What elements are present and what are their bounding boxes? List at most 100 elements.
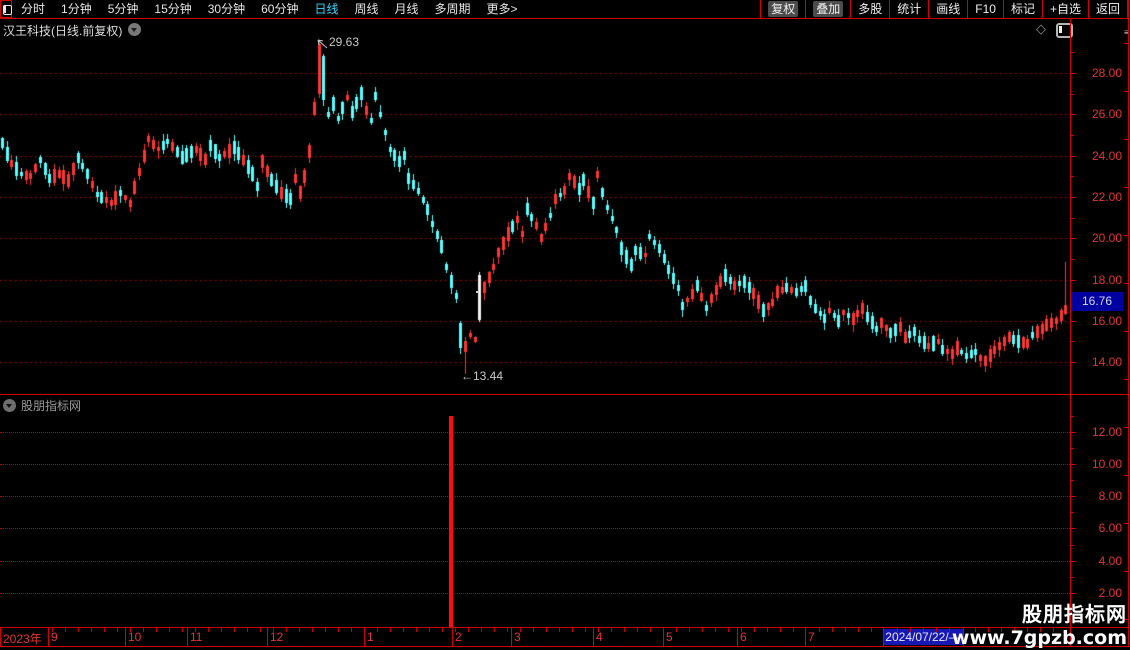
week-tick — [871, 628, 872, 632]
timeframe-item-6[interactable]: 60分钟 — [261, 2, 299, 16]
timeframe-item-8[interactable]: 周线 — [354, 2, 379, 16]
axis-label: 26.00 — [1091, 107, 1122, 121]
week-tick — [598, 628, 599, 632]
date-axis: 2024/07/22/— 2023年 9 10 11 12 1 2 3 4 5 6 7 — [0, 628, 1130, 646]
timeframe-item-4[interactable]: 15分钟 — [154, 2, 192, 16]
week-tick — [1040, 628, 1041, 632]
month-divider — [125, 628, 126, 646]
week-tick — [442, 628, 443, 632]
week-tick — [455, 628, 456, 632]
edge-tick — [1124, 187, 1128, 188]
timeframe-item-11[interactable]: 更多> — [486, 2, 518, 16]
timeframe-item-9[interactable]: 月线 — [394, 2, 419, 16]
week-tick — [910, 628, 911, 632]
axis-tick — [1070, 432, 1076, 433]
week-tick — [91, 628, 92, 632]
timeframe-item-10[interactable]: 多周期 — [434, 2, 471, 16]
chart-title-bar: 汉王科技(日线.前复权) ◇ ≡ — [0, 19, 1130, 40]
month-label: 12 — [270, 630, 284, 644]
right-edge-grip-icon[interactable]: ≡ — [1124, 28, 1129, 37]
chevron-down-icon[interactable] — [128, 23, 141, 36]
month-divider — [0, 628, 1, 646]
toolbar-action-1[interactable]: 复权 — [760, 0, 805, 18]
axis-tick — [1070, 94, 1074, 95]
axis-tick — [1070, 464, 1076, 465]
date-axis-top-border — [0, 627, 1130, 628]
diamond-icon[interactable]: ◇ — [1036, 21, 1046, 36]
month-divider — [737, 628, 738, 646]
axis-tick — [1070, 135, 1074, 136]
toolbar-action-8[interactable]: +自选 — [1041, 0, 1088, 18]
panel-divider — [0, 394, 1130, 395]
month-divider — [663, 628, 664, 646]
axis-tick — [1070, 73, 1076, 74]
week-tick — [533, 628, 534, 632]
indicator-gridline — [0, 496, 1070, 497]
axis-tick — [1070, 545, 1074, 546]
week-tick — [403, 628, 404, 632]
month-divider — [452, 628, 453, 646]
week-tick — [208, 628, 209, 632]
timeframe-item-7[interactable]: 日线 — [314, 2, 339, 16]
axis-label: 10.00 — [1091, 457, 1122, 471]
week-tick — [416, 628, 417, 632]
axis-tick — [1070, 561, 1076, 562]
week-tick — [1053, 628, 1054, 632]
week-tick — [78, 628, 79, 632]
week-tick — [143, 628, 144, 632]
week-tick — [117, 628, 118, 632]
week-tick — [650, 628, 651, 632]
chevron-down-icon[interactable] — [3, 398, 16, 412]
axis-label: 2.00 — [1098, 586, 1122, 600]
timeframe-item-2[interactable]: 1分钟 — [61, 2, 92, 16]
chart-title: 汉王科技(日线.前复权) — [3, 24, 123, 38]
week-tick — [715, 628, 716, 632]
toolbar-action-6[interactable]: F10 — [967, 0, 1003, 18]
edge-tick — [1124, 379, 1128, 380]
toolbar-action-7[interactable]: 标记 — [1002, 0, 1042, 18]
axis-tick — [1070, 512, 1074, 513]
split-layout-icon[interactable] — [0, 0, 12, 18]
axis-tick — [1070, 577, 1074, 578]
toolbar-action-4[interactable]: 统计 — [889, 0, 928, 18]
toolbar-action-9[interactable]: 返回 — [1087, 0, 1128, 18]
candlestick-chart[interactable] — [0, 40, 1070, 394]
week-tick — [286, 628, 287, 632]
axis-tick — [1070, 593, 1076, 594]
axis-tick — [1070, 321, 1076, 322]
watermark-site-name: 股朋指标网 — [1022, 604, 1127, 626]
week-tick — [429, 628, 430, 632]
month-label: 3 — [514, 630, 521, 644]
axis-tick — [1070, 448, 1074, 449]
last-date-tag[interactable]: 2024/07/22/— — [883, 629, 963, 645]
week-tick — [221, 628, 222, 632]
month-divider — [364, 628, 365, 646]
timeframe-item-3[interactable]: 5分钟 — [107, 2, 139, 16]
timeframe-item-1[interactable]: 分时 — [21, 2, 46, 16]
toolbar-action-5[interactable]: 画线 — [928, 0, 967, 18]
axis-label: 20.00 — [1091, 231, 1122, 245]
week-tick — [481, 628, 482, 632]
timeframe-menu: 分时 1分钟 5分钟 15分钟 30分钟 60分钟 日线 周线 月线 多周期 更多> — [13, 0, 526, 18]
week-tick — [520, 628, 521, 632]
week-tick — [832, 628, 833, 632]
watermark-url: www.7gpzb.com — [951, 627, 1127, 649]
month-divider — [511, 628, 512, 646]
month-label: 10 — [128, 630, 142, 644]
axis-tick — [1070, 480, 1074, 481]
indicator-name: 股朋指标网 — [21, 398, 82, 413]
chevron-glyph — [6, 403, 12, 408]
month-divider — [267, 628, 268, 646]
split-pane-icon[interactable] — [1056, 23, 1073, 38]
week-tick — [611, 628, 612, 632]
toolbar-action-3[interactable]: 多股 — [850, 0, 889, 18]
peak-annotation: 29.63 — [329, 35, 360, 50]
timeframe-item-5[interactable]: 30分钟 — [207, 2, 246, 16]
axis-tick — [1070, 52, 1074, 53]
week-tick — [702, 628, 703, 632]
week-tick — [65, 628, 66, 632]
toolbar-action-2[interactable]: 叠加 — [805, 0, 850, 18]
week-tick — [312, 628, 313, 632]
week-tick — [494, 628, 495, 632]
